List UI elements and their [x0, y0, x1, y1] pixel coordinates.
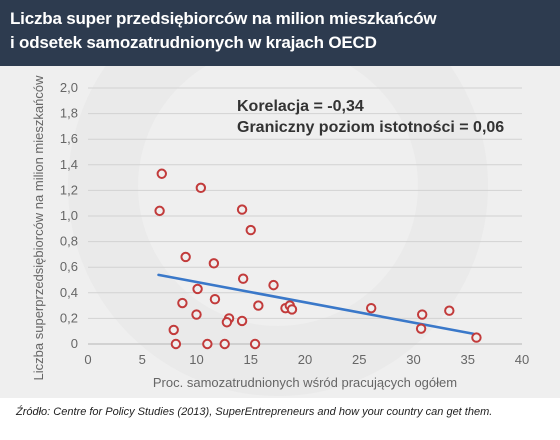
scatter-point — [208, 258, 220, 269]
scatter-point — [219, 338, 230, 350]
scatter-point — [268, 279, 279, 291]
source-note: Źródło: Centre for Policy Studies (2013)… — [16, 406, 493, 418]
x-tick-label: 15 — [244, 352, 258, 367]
y-tick-label: 1,4 — [60, 157, 78, 172]
scatter-point — [471, 332, 482, 343]
y-tick-label: 1,2 — [60, 182, 78, 197]
x-tick-label: 0 — [84, 352, 91, 367]
scatter-chart: 0 0,2 0,4 0,6 0,8 1,0 1,2 1,4 1,6 1,8 2,0 0 5 10 15 20… — [31, 66, 529, 396]
y-tick-label: 1,8 — [60, 106, 78, 121]
scatter-point — [191, 309, 202, 320]
scatter-point — [236, 204, 248, 215]
x-tick-label: 5 — [139, 352, 146, 367]
x-tick-label: 20 — [298, 352, 312, 367]
x-tick-label: 25 — [352, 352, 366, 367]
watermark-logo — [68, 66, 488, 396]
y-axis-label: Liczba superprzedsiębiorców na milion mi… — [31, 75, 46, 381]
scatter-point — [415, 323, 427, 334]
scatter-point — [156, 168, 167, 179]
scatter-point — [170, 338, 182, 350]
grid-lines — [88, 87, 522, 345]
x-axis-label: Proc. samozatrudnionych wśród pracującyc… — [153, 375, 457, 390]
y-tick-label: 1,6 — [60, 131, 78, 146]
scatter-point — [286, 304, 298, 315]
y-tick-labels: 0 0,2 0,4 0,6 0,8 1,0 1,2 1,4 1,6 1,8 2,0 — [60, 80, 78, 351]
scatter-point — [168, 324, 179, 336]
scatter-point — [253, 300, 264, 311]
scatter-point — [444, 305, 455, 316]
scatter-point — [237, 273, 249, 284]
annotation-correlation: Korelacja = -0,34 — [237, 98, 364, 115]
x-tick-label: 10 — [189, 352, 203, 367]
x-tick-labels: 0 5 10 15 20 25 30 35 40 — [84, 352, 529, 367]
y-tick-label: 0,2 — [60, 310, 78, 325]
scatter-point — [177, 297, 188, 309]
scatter-point — [249, 338, 261, 350]
y-tick-label: 0 — [71, 336, 78, 351]
y-tick-label: 0,6 — [60, 259, 78, 274]
scatter-point — [202, 338, 213, 350]
scatter-point — [192, 283, 203, 295]
scatter-point — [245, 224, 256, 236]
scatter-point — [209, 294, 221, 305]
scatter-point — [236, 315, 248, 327]
scatter-point — [180, 251, 191, 263]
scatter-point — [154, 205, 165, 217]
chart-title-line-1: Liczba super przedsiębiorców na milion m… — [10, 9, 437, 28]
y-tick-label: 0,8 — [60, 234, 78, 249]
x-tick-label: 30 — [406, 352, 420, 367]
y-tick-label: 2,0 — [60, 80, 78, 95]
scatter-point — [221, 317, 233, 328]
annotation-significance: Graniczny poziom istotności = 0,06 — [237, 119, 504, 136]
scatter-point — [416, 309, 428, 320]
chart-title-line-2: i odsetek samozatrudnionych w krajach OE… — [10, 33, 377, 52]
x-tick-label: 35 — [461, 352, 475, 367]
scatter-points — [154, 168, 482, 350]
chart-header: Liczba super przedsiębiorców na milion m… — [0, 0, 560, 66]
x-tick-label: 40 — [515, 352, 529, 367]
y-tick-label: 1,0 — [60, 208, 78, 223]
y-tick-label: 0,4 — [60, 285, 78, 300]
scatter-point — [195, 182, 207, 194]
scatter-point — [365, 302, 377, 314]
plot-area: 0 0,2 0,4 0,6 0,8 1,0 1,2 1,4 1,6 1,8 2,0 0 5 10 15 20… — [0, 66, 560, 398]
